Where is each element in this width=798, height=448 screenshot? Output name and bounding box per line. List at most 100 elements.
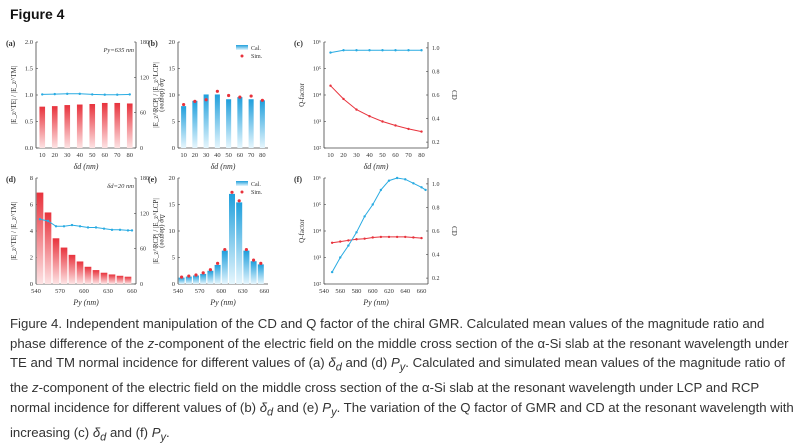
y2-tick-label: 180	[140, 176, 149, 182]
caption-text: and (e)	[273, 400, 323, 416]
panel-label: (e)	[148, 175, 157, 184]
line-point	[371, 236, 374, 239]
line-point	[395, 176, 399, 180]
legend-label: Sim.	[251, 54, 263, 60]
y2-tick-label: 0.8	[432, 205, 440, 211]
scatter-point	[216, 261, 220, 265]
scatter-point	[215, 89, 219, 93]
y2-tick-label: 0.8	[432, 69, 440, 75]
line-point	[102, 227, 106, 230]
x-tick-label: 70	[405, 152, 412, 159]
line-point	[363, 215, 366, 218]
line-point	[342, 49, 345, 52]
y-tick-label: 10³	[313, 120, 321, 126]
series-line	[330, 85, 422, 133]
y2-tick-label: 0.6	[432, 93, 440, 99]
bar	[76, 261, 84, 284]
line-point	[126, 229, 130, 232]
x-tick-label: 60	[102, 152, 109, 159]
caption-sub: d	[335, 361, 342, 374]
x-axis-label: Py (nm)	[209, 298, 236, 307]
line-point	[342, 97, 345, 101]
x-tick-label: 560	[335, 288, 345, 295]
line-point	[407, 49, 410, 52]
caption-text: .	[166, 425, 170, 441]
caption-italic: P	[390, 355, 400, 371]
line-point	[62, 225, 66, 228]
legend-swatch-cal	[236, 181, 248, 186]
figure-title: Figure 4	[10, 6, 65, 22]
x-tick-label: 630	[103, 288, 113, 295]
y-tick-label: 10⁵	[313, 67, 321, 73]
bar	[100, 272, 108, 284]
y-tick-label: 10	[169, 92, 176, 99]
x-tick-label: 600	[368, 288, 378, 295]
y-tick-label: 10²	[313, 146, 321, 152]
line-point	[54, 225, 58, 228]
x-tick-label: 60	[392, 152, 399, 159]
x-axis-label: Py (nm)	[362, 298, 389, 307]
line-point	[339, 240, 342, 243]
scatter-point	[208, 268, 212, 272]
bar	[259, 100, 265, 148]
bar	[36, 192, 44, 284]
y-axis-label: |E_z^RCP| / |E_z^LCP|	[152, 198, 160, 263]
y2-tick-label: 0.2	[432, 276, 440, 282]
y-tick-label: 20	[169, 175, 176, 182]
bar	[92, 270, 100, 284]
y2-tick-label: 1.0	[432, 182, 440, 188]
bar	[200, 273, 207, 284]
y-tick-label: 2	[30, 255, 33, 262]
panel-label: (c)	[294, 39, 303, 48]
x-tick-label: 30	[353, 152, 360, 159]
line-point	[78, 92, 81, 96]
bar	[248, 99, 254, 148]
line-point	[420, 186, 423, 189]
line-point	[329, 84, 332, 87]
y2-tick-label: 0.2	[432, 140, 440, 146]
x-tick-label: 640	[400, 288, 410, 295]
line-point	[395, 235, 399, 239]
scatter-point	[244, 247, 248, 252]
caption-text: Figure 4. Independent manipulation of th…	[10, 316, 765, 351]
y-tick-label: 0.5	[25, 119, 33, 126]
bar	[101, 102, 108, 148]
bar	[108, 274, 116, 284]
caption-italic: δ	[92, 425, 101, 441]
x-axis-label: δd (nm)	[211, 162, 236, 171]
y-axis-label: |E_z^TE| / |E_z^TM|	[10, 66, 18, 124]
bar	[76, 104, 83, 148]
y2-tick-label: 0	[140, 146, 143, 152]
bar	[257, 264, 264, 284]
series-line	[42, 93, 130, 96]
line-point	[368, 115, 371, 118]
y-tick-label: 20	[169, 39, 176, 46]
x-tick-label: 570	[195, 288, 205, 295]
scatter-point	[249, 94, 253, 98]
line-point	[381, 49, 384, 52]
line-point	[412, 182, 415, 185]
line-point	[379, 188, 383, 192]
x-axis-label: δd (nm)	[74, 162, 99, 171]
scatter-point	[223, 247, 227, 252]
x-axis-label: Py (nm)	[72, 298, 99, 307]
x-tick-label: 40	[214, 152, 221, 159]
legend-swatch-sim	[240, 190, 244, 194]
y-tick-label: 4	[30, 228, 34, 235]
bar	[214, 264, 221, 284]
scatter-point	[180, 275, 184, 279]
bar	[114, 102, 121, 148]
caption-text: and (f)	[106, 425, 152, 441]
bar	[116, 275, 124, 284]
y-tick-label: 10⁴	[313, 229, 321, 235]
x-tick-label: 50	[225, 152, 232, 159]
chart-panel-e: (e) 540 570 600 630 660 Py (nm) 0 5 10 15 20 |E_z^RC…	[148, 175, 269, 307]
series-line	[39, 218, 132, 231]
bar	[89, 104, 96, 148]
x-tick-label: 10	[180, 152, 187, 159]
line-point	[387, 235, 391, 239]
line-point	[404, 178, 407, 181]
y2-tick-label: 0.4	[432, 253, 440, 259]
y-tick-label: 10⁴	[313, 93, 321, 99]
scatter-point	[260, 98, 264, 102]
